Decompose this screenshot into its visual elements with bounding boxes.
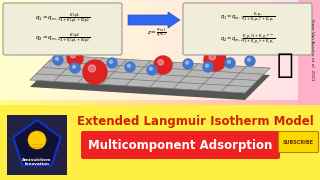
Bar [298,0,320,105]
Circle shape [245,56,255,66]
Text: Extended Langmuir Isotherm Model: Extended Langmuir Isotherm Model [76,116,313,129]
Circle shape [73,65,76,68]
Circle shape [209,53,216,60]
Circle shape [158,60,164,65]
FancyBboxPatch shape [3,3,122,55]
Circle shape [127,64,131,67]
Circle shape [53,55,63,65]
FancyArrow shape [128,12,180,28]
Bar [7,115,67,175]
Circle shape [107,58,117,68]
Circle shape [186,61,188,64]
Circle shape [154,56,172,74]
Circle shape [125,62,135,72]
Text: $z=\frac{q_{m,1}}{q_{m,2}}$: $z=\frac{q_{m,1}}{q_{m,2}}$ [147,27,167,39]
Circle shape [203,62,213,72]
Circle shape [71,53,76,58]
Circle shape [225,58,235,68]
Circle shape [183,59,193,69]
Bar [0,105,320,180]
Circle shape [147,65,157,75]
Text: From Van Assche et al. 2023: From Van Assche et al. 2023 [310,19,314,81]
Circle shape [70,63,80,73]
FancyBboxPatch shape [278,132,318,152]
Circle shape [55,57,59,60]
Text: Aminulchem
Innovation: Aminulchem Innovation [22,158,52,166]
Circle shape [205,64,209,67]
Text: 🔥: 🔥 [277,51,293,79]
Circle shape [83,60,107,84]
Circle shape [204,49,226,71]
Text: $q_1=q_{m,1}\frac{K_1p_1}{(1+K_2p_2)^z+K_1p_1}$: $q_1=q_{m,1}\frac{K_1p_1}{(1+K_2p_2)^z+K… [220,10,275,24]
Text: Multicomponent Adsorption: Multicomponent Adsorption [88,138,273,152]
Circle shape [67,50,83,66]
Polygon shape [30,55,270,93]
Circle shape [247,58,251,61]
Circle shape [149,67,153,70]
Circle shape [28,131,46,149]
Text: $q_1=q_{m,1}\frac{K_1p_1}{1+K_1p_1+K_2p_2}$: $q_1=q_{m,1}\frac{K_1p_1}{1+K_1p_1+K_2p_… [35,11,90,25]
FancyBboxPatch shape [183,3,312,55]
Text: $q_2=q_{m,2}\frac{K_2p_2(1+K_1p_1)^{z-1}}{(1+K_2p_2)^z+K_1p_1}$: $q_2=q_{m,2}\frac{K_2p_2(1+K_1p_1)^{z-1}… [220,32,275,46]
Polygon shape [13,120,61,165]
Circle shape [109,60,113,63]
Polygon shape [30,62,270,100]
Text: SUBSCRIBE: SUBSCRIBE [283,140,314,145]
Circle shape [228,60,230,63]
Circle shape [88,65,96,72]
Text: $q_2=q_{m,2}\frac{K_2p_2}{1+K_1p_1+K_2p_2}$: $q_2=q_{m,2}\frac{K_2p_2}{1+K_1p_1+K_2p_… [35,31,90,45]
FancyBboxPatch shape [81,131,280,159]
Bar [0,0,300,100]
